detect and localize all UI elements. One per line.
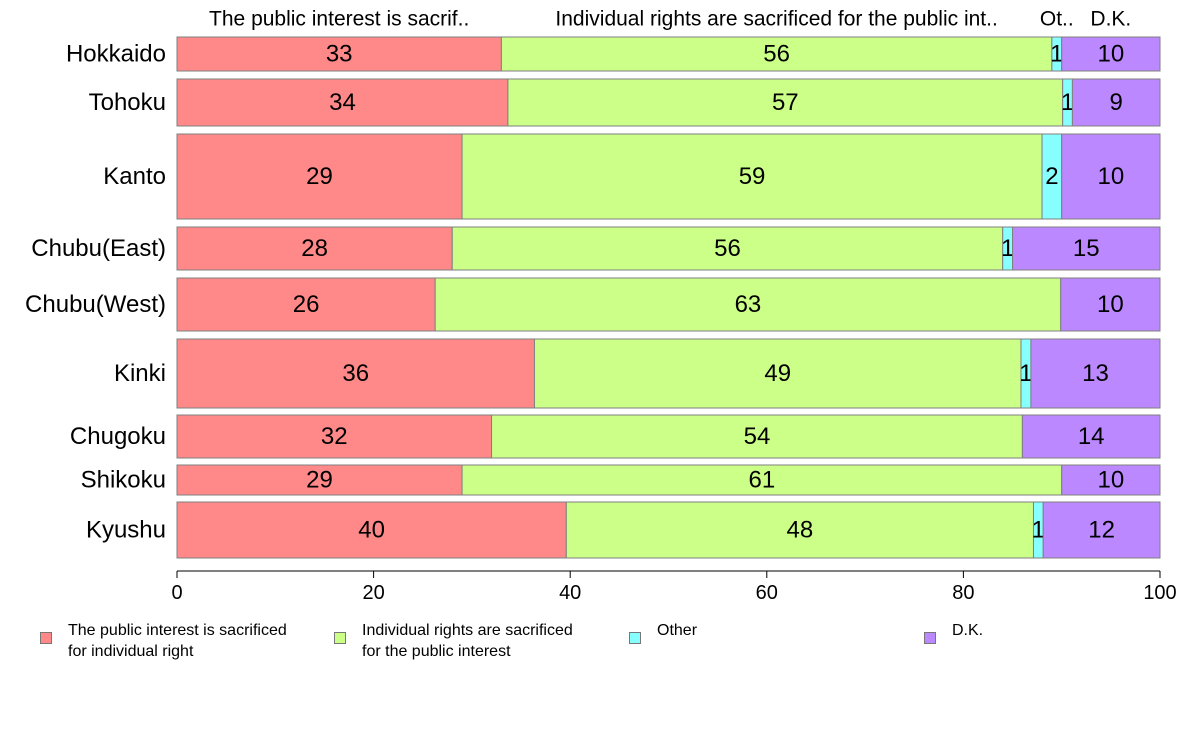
x-tick-label: 40 xyxy=(559,582,581,604)
data-label: 10 xyxy=(1097,41,1124,68)
bar-segment xyxy=(461,133,1043,220)
x-tick-label: 100 xyxy=(1143,582,1176,604)
legend-item-individual-rights-sacrificed: Individual rights are sacrificed for the… xyxy=(334,620,573,662)
top-label: D.K. xyxy=(1090,8,1131,31)
data-label: 63 xyxy=(735,291,762,318)
bar-segment xyxy=(565,501,1034,559)
data-label: 32 xyxy=(321,423,348,450)
data-label: 48 xyxy=(787,517,814,544)
category-label: Chubu(East) xyxy=(31,235,166,262)
category-label: Chubu(West) xyxy=(25,291,166,318)
legend-swatch xyxy=(629,632,641,644)
bar-segment xyxy=(1071,78,1161,127)
bar-segment xyxy=(176,414,493,459)
data-label: 1 xyxy=(1019,360,1032,387)
category-label: Chugoku xyxy=(70,423,166,450)
legend-label: Individual rights are sacrificed for the… xyxy=(362,622,573,660)
legend-item-other: Other xyxy=(629,620,697,644)
legend-label: Other xyxy=(657,622,698,639)
bar-segment xyxy=(434,277,1062,332)
bar-segment xyxy=(176,78,509,127)
data-label: 10 xyxy=(1097,163,1124,190)
x-tick-label: 20 xyxy=(362,582,384,604)
data-label: 1 xyxy=(1061,89,1074,116)
category-label: Hokkaido xyxy=(66,41,166,68)
data-label: 56 xyxy=(714,235,741,262)
data-label: 33 xyxy=(326,41,353,68)
x-tick-label: 0 xyxy=(171,582,182,604)
category-label: Shikoku xyxy=(81,467,166,494)
data-label: 1 xyxy=(1032,517,1045,544)
bar-segment xyxy=(1061,36,1161,72)
data-label: 10 xyxy=(1097,467,1124,494)
top-label: The public interest is sacrif.. xyxy=(209,8,469,31)
data-label: 49 xyxy=(764,360,791,387)
bar-segment xyxy=(1061,464,1161,496)
legend: The public interest is sacrificed for in… xyxy=(0,620,1188,680)
data-label: 9 xyxy=(1110,89,1123,116)
legend-swatch xyxy=(40,632,52,644)
category-label: Kanto xyxy=(103,163,166,190)
legend-swatch xyxy=(334,632,346,644)
bar-segment xyxy=(1061,133,1161,220)
bar-segment xyxy=(1012,226,1161,271)
bar-segment xyxy=(533,338,1022,409)
top-label: Ot.. xyxy=(1040,8,1074,31)
bar-segment xyxy=(176,338,535,409)
data-label: 1 xyxy=(1050,41,1063,68)
data-label: 61 xyxy=(749,467,776,494)
category-label: Tohoku xyxy=(89,89,166,116)
data-label: 1 xyxy=(1001,235,1014,262)
category-label: Kinki xyxy=(114,360,166,387)
x-tick-label: 80 xyxy=(952,582,974,604)
bar-segment xyxy=(176,36,502,72)
data-label: 15 xyxy=(1073,235,1100,262)
bar-segment xyxy=(1060,277,1161,332)
legend-item-dk: D.K. xyxy=(924,620,983,644)
data-label: 14 xyxy=(1078,423,1105,450)
data-label: 13 xyxy=(1082,360,1109,387)
data-label: 26 xyxy=(293,291,320,318)
bar-segment xyxy=(1030,338,1161,409)
bar-segment xyxy=(176,226,453,271)
legend-label: The public interest is sacrificed for in… xyxy=(68,622,287,660)
category-label: Kyushu xyxy=(86,517,166,544)
data-label: 54 xyxy=(744,423,771,450)
data-label: 57 xyxy=(772,89,799,116)
bar-segment xyxy=(176,501,567,559)
legend-item-public-interest-sacrificed: The public interest is sacrificed for in… xyxy=(40,620,287,662)
bar-segment xyxy=(176,277,436,332)
top-label: Individual rights are sacrificed for the… xyxy=(555,8,997,31)
bar-segment xyxy=(1042,501,1161,559)
bar-segment xyxy=(491,414,1023,459)
x-tick-label: 60 xyxy=(756,582,778,604)
data-label: 36 xyxy=(342,360,369,387)
bar-segment xyxy=(507,78,1064,127)
data-label: 29 xyxy=(306,467,333,494)
data-label: 28 xyxy=(301,235,328,262)
legend-swatch xyxy=(924,632,936,644)
data-label: 10 xyxy=(1097,291,1124,318)
data-label: 59 xyxy=(739,163,766,190)
data-label: 2 xyxy=(1045,163,1058,190)
data-label: 56 xyxy=(763,41,790,68)
bar-segment xyxy=(176,133,463,220)
data-label: 29 xyxy=(306,163,333,190)
bar-segment xyxy=(451,226,1004,271)
bar-segment xyxy=(176,464,463,496)
legend-label: D.K. xyxy=(952,622,984,639)
data-label: 12 xyxy=(1088,517,1115,544)
data-label: 40 xyxy=(358,517,385,544)
data-label: 34 xyxy=(329,89,356,116)
bar-segment xyxy=(1021,414,1161,459)
